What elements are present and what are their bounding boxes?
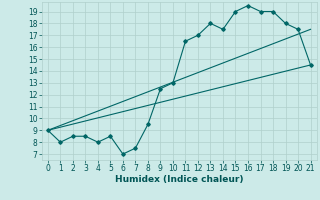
X-axis label: Humidex (Indice chaleur): Humidex (Indice chaleur) (115, 175, 244, 184)
